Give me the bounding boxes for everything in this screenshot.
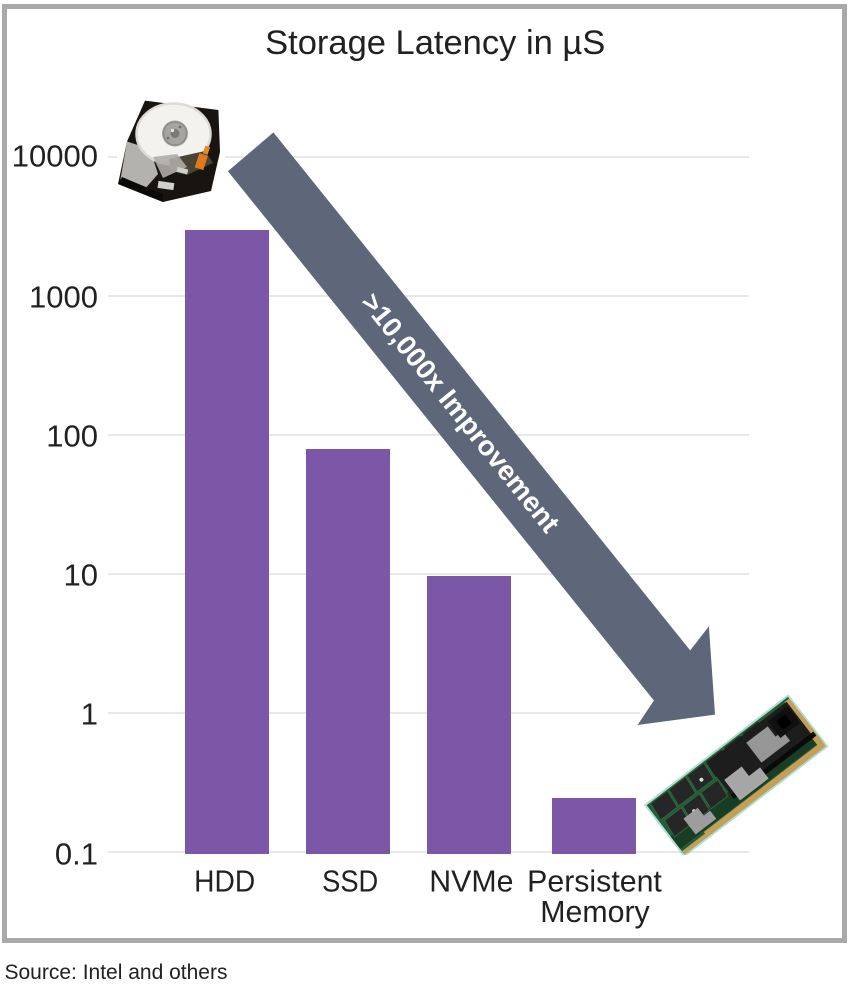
svg-text:0.1: 0.1 — [55, 837, 98, 872]
svg-text:1: 1 — [81, 697, 98, 732]
svg-text:Storage Latency in µS: Storage Latency in µS — [265, 24, 605, 62]
svg-text:10: 10 — [64, 558, 98, 593]
svg-text:Persistent: Persistent — [527, 866, 662, 899]
svg-text:HDD: HDD — [194, 866, 255, 899]
svg-text:>10,000x Improvement: >10,000x Improvement — [355, 287, 566, 539]
svg-text:SSD: SSD — [322, 865, 378, 899]
svg-text:NVMe: NVMe — [429, 866, 513, 899]
svg-text:Memory: Memory — [540, 896, 650, 929]
svg-text:Source: Intel and others: Source: Intel and others — [5, 961, 228, 984]
svg-text:10000: 10000 — [12, 139, 98, 174]
svg-text:100: 100 — [46, 418, 98, 453]
svg-text:1000: 1000 — [29, 280, 98, 315]
